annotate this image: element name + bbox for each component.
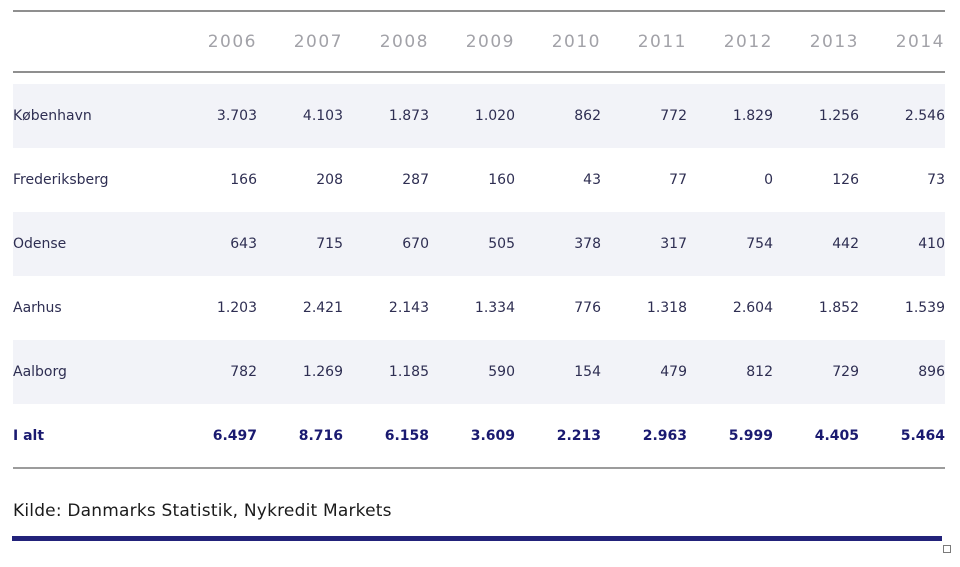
table-row-kobenhavn: København 3.703 4.103 1.873 1.020 862 77…: [13, 84, 945, 148]
total-cell: 2.963: [601, 404, 687, 469]
table-row-aalborg: Aalborg 782 1.269 1.185 590 154 479 812 …: [13, 340, 945, 404]
cell: 782: [171, 340, 257, 404]
city-year-data-table: 2006 2007 2008 2009 2010 2011 2012 2013 …: [13, 10, 945, 469]
cell: 77: [601, 148, 687, 212]
cell: 1.269: [257, 340, 343, 404]
cell: 0: [687, 148, 773, 212]
cell: 812: [687, 340, 773, 404]
row-label-header: [13, 11, 171, 73]
cell: 754: [687, 212, 773, 276]
row-label: København: [13, 84, 171, 148]
table-row-aarhus: Aarhus 1.203 2.421 2.143 1.334 776 1.318…: [13, 276, 945, 340]
cell: 590: [429, 340, 515, 404]
spacer-row: [13, 72, 945, 84]
table-row-odense: Odense 643 715 670 505 378 317 754 442 4…: [13, 212, 945, 276]
cell: 729: [773, 340, 859, 404]
cell: 378: [515, 212, 601, 276]
cell: 287: [343, 148, 429, 212]
total-cell: 5.464: [859, 404, 945, 469]
cell: 160: [429, 148, 515, 212]
row-label: Odense: [13, 212, 171, 276]
total-cell: 6.158: [343, 404, 429, 469]
cell: 2.143: [343, 276, 429, 340]
spacer-cell: [13, 72, 945, 84]
cell: 862: [515, 84, 601, 148]
cell: 1.873: [343, 84, 429, 148]
cell: 1.334: [429, 276, 515, 340]
cell: 479: [601, 340, 687, 404]
cell: 1.256: [773, 84, 859, 148]
total-cell: 6.497: [171, 404, 257, 469]
cell: 3.703: [171, 84, 257, 148]
year-header-2014: 2014: [859, 11, 945, 73]
year-header-2007: 2007: [257, 11, 343, 73]
cell: 1.829: [687, 84, 773, 148]
cell: 1.185: [343, 340, 429, 404]
total-row-label: I alt: [13, 404, 171, 469]
cell: 442: [773, 212, 859, 276]
cell: 776: [515, 276, 601, 340]
year-header-2008: 2008: [343, 11, 429, 73]
total-cell: 5.999: [687, 404, 773, 469]
row-label: Frederiksberg: [13, 148, 171, 212]
cell: 43: [515, 148, 601, 212]
source-note: Kilde: Danmarks Statistik, Nykredit Mark…: [13, 501, 392, 521]
resize-handle[interactable]: [943, 545, 951, 553]
cell: 1.852: [773, 276, 859, 340]
cell: 643: [171, 212, 257, 276]
cell: 715: [257, 212, 343, 276]
cell: 772: [601, 84, 687, 148]
total-cell: 2.213: [515, 404, 601, 469]
cell: 208: [257, 148, 343, 212]
total-row: I alt 6.497 8.716 6.158 3.609 2.213 2.96…: [13, 404, 945, 469]
cell: 2.421: [257, 276, 343, 340]
cell: 73: [859, 148, 945, 212]
cell: 1.318: [601, 276, 687, 340]
bottom-divider-bar: [12, 536, 942, 541]
year-header-row: 2006 2007 2008 2009 2010 2011 2012 2013 …: [13, 11, 945, 73]
cell: 154: [515, 340, 601, 404]
total-cell: 3.609: [429, 404, 515, 469]
row-label: Aarhus: [13, 276, 171, 340]
cell: 410: [859, 212, 945, 276]
cell: 166: [171, 148, 257, 212]
total-cell: 8.716: [257, 404, 343, 469]
year-header-2010: 2010: [515, 11, 601, 73]
cell: 1.203: [171, 276, 257, 340]
cell: 2.546: [859, 84, 945, 148]
cell: 670: [343, 212, 429, 276]
year-header-2013: 2013: [773, 11, 859, 73]
cell: 126: [773, 148, 859, 212]
cell: 896: [859, 340, 945, 404]
table-row-frederiksberg: Frederiksberg 166 208 287 160 43 77 0 12…: [13, 148, 945, 212]
cell: 505: [429, 212, 515, 276]
row-label: Aalborg: [13, 340, 171, 404]
cell: 1.020: [429, 84, 515, 148]
cell: 1.539: [859, 276, 945, 340]
cell: 4.103: [257, 84, 343, 148]
total-cell: 4.405: [773, 404, 859, 469]
year-header-2006: 2006: [171, 11, 257, 73]
year-header-2011: 2011: [601, 11, 687, 73]
year-header-2012: 2012: [687, 11, 773, 73]
cell: 317: [601, 212, 687, 276]
cell: 2.604: [687, 276, 773, 340]
year-header-2009: 2009: [429, 11, 515, 73]
